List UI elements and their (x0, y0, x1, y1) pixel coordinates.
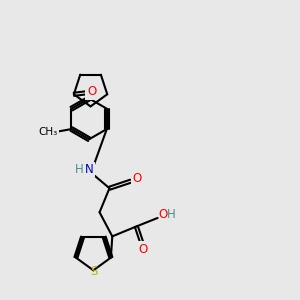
Text: N: N (85, 163, 94, 176)
Text: O: O (158, 208, 167, 221)
Text: O: O (87, 85, 97, 98)
Text: N: N (86, 86, 95, 99)
Text: CH₃: CH₃ (38, 127, 58, 137)
Text: O: O (132, 172, 142, 185)
Text: H: H (167, 208, 176, 221)
Text: H: H (75, 163, 84, 176)
Text: O: O (138, 243, 148, 256)
Text: S: S (91, 265, 98, 278)
